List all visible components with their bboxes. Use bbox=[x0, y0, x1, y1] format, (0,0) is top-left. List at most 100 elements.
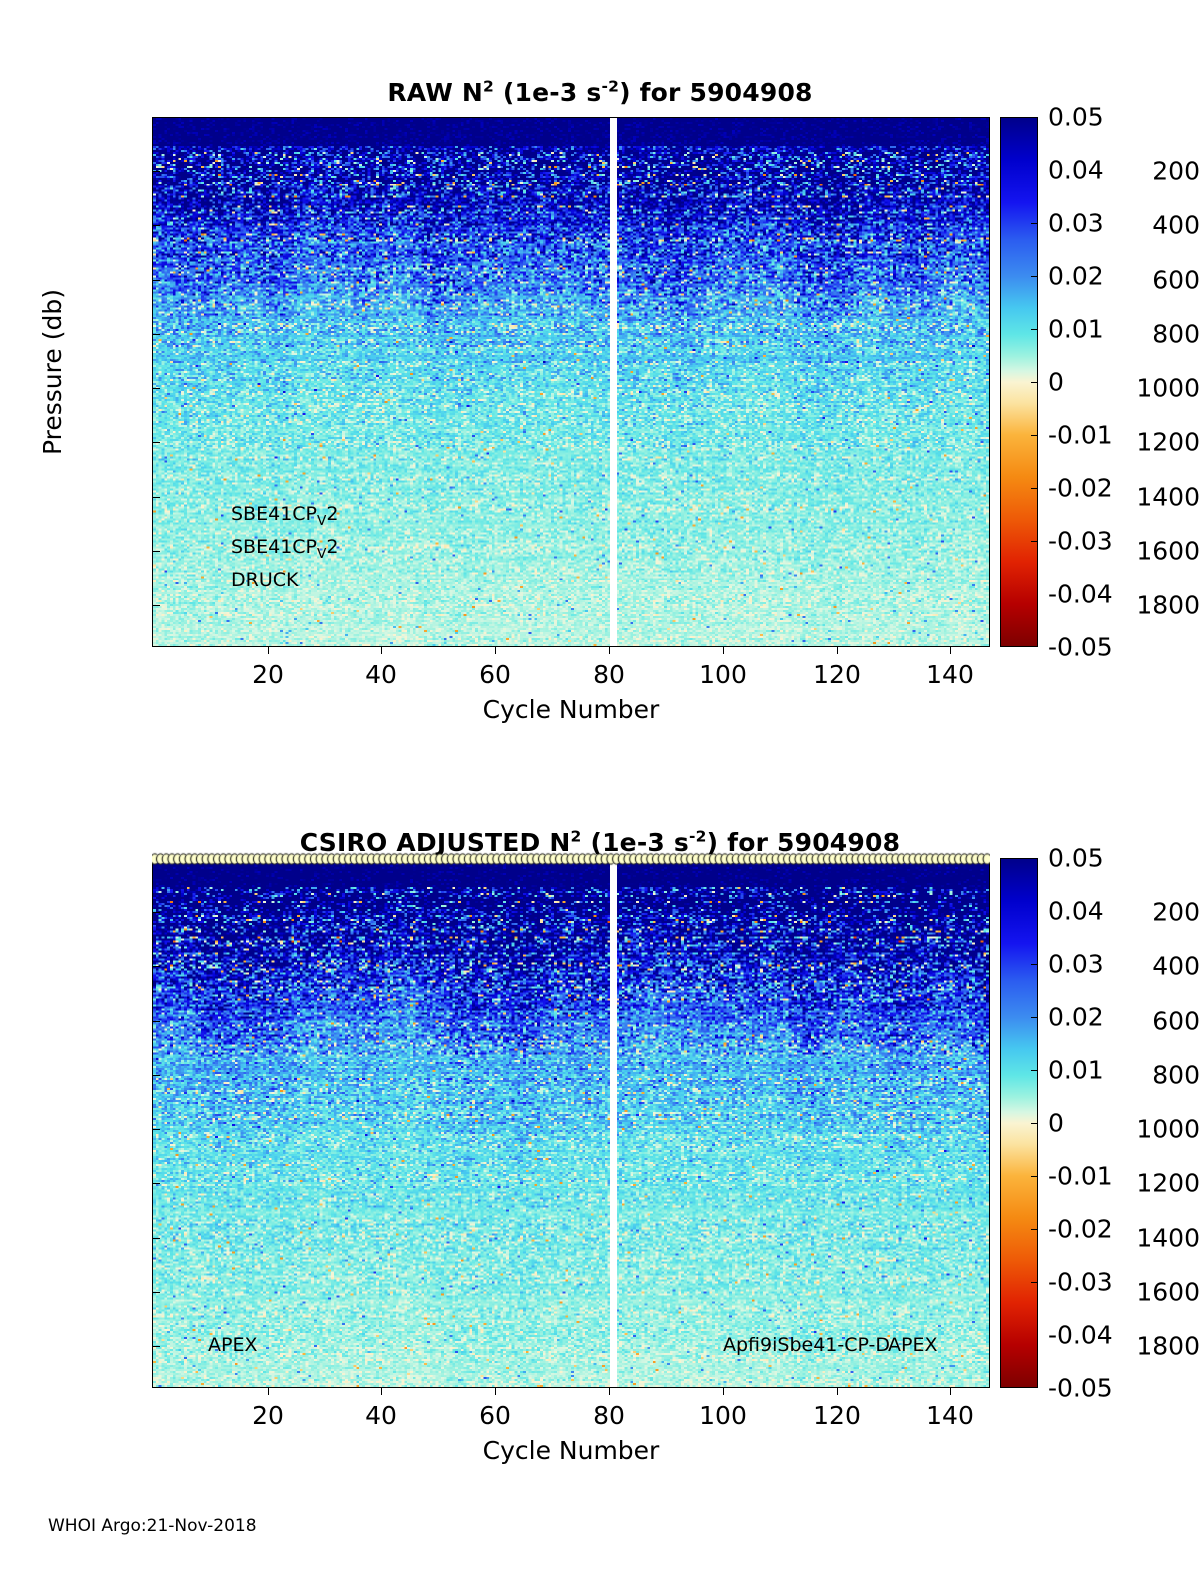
annotation-platform-left-text: APEX bbox=[208, 1334, 258, 1356]
annotation-sensor-1: SBE41CPV2 bbox=[231, 503, 338, 528]
ytick-label: 200 bbox=[1152, 897, 1200, 927]
xtick-mark bbox=[837, 647, 838, 654]
colorbar-tick-label: 0.03 bbox=[1048, 208, 1104, 238]
xtick-mark bbox=[381, 647, 382, 654]
xtick-label: 60 bbox=[479, 1401, 511, 1430]
ytick-mark bbox=[152, 912, 160, 913]
xtick-mark bbox=[268, 1388, 269, 1395]
ytick-label: 600 bbox=[1152, 1006, 1200, 1036]
colorbar-tick-mark bbox=[1031, 382, 1038, 383]
annotation-sensor-2-post: 2 bbox=[326, 536, 339, 558]
ytick-label: 1800 bbox=[1136, 1331, 1200, 1361]
colorbar-tick-mark bbox=[1031, 1229, 1038, 1230]
xtick-mark bbox=[609, 1388, 610, 1395]
ytick-label: 1000 bbox=[1136, 1114, 1200, 1144]
panel-adjusted: CSIRO ADJUSTED N2 (1e-3 s-2) for 5904908… bbox=[0, 740, 1200, 1530]
colorbar-tick-mark bbox=[1031, 276, 1038, 277]
ytick-mark bbox=[152, 1021, 160, 1022]
colorbar-tick-label: -0.02 bbox=[1048, 1214, 1113, 1244]
title-sup-2: -2 bbox=[601, 77, 620, 96]
colorbar-tick-mark bbox=[1031, 541, 1038, 542]
xtick-mark bbox=[950, 647, 951, 654]
xtick-label: 120 bbox=[813, 660, 861, 689]
colorbar-tick-label: 0.02 bbox=[1048, 261, 1104, 291]
colorbar-tick-label: 0 bbox=[1048, 367, 1064, 397]
colorbar-tick-label: 0.01 bbox=[1048, 314, 1104, 344]
annotation-sensor-2-sub: V bbox=[317, 545, 327, 562]
heatmap-adjusted bbox=[153, 859, 989, 1387]
xtick-label: 20 bbox=[252, 660, 284, 689]
missing-cycle-gap bbox=[610, 118, 617, 646]
panel-raw-plot-area: SBE41CPV2 SBE41CPV2 DRUCK bbox=[152, 117, 990, 647]
colorbar-tick-label: 0.05 bbox=[1048, 843, 1104, 873]
heatmap-raw bbox=[153, 118, 989, 646]
panel-raw: RAW N2 (1e-3 s-2) for 5904908 Pressure (… bbox=[0, 0, 1200, 760]
colorbar-tick-mark bbox=[1031, 1282, 1038, 1283]
xtick-label: 40 bbox=[365, 1401, 397, 1430]
ytick-mark bbox=[152, 1346, 160, 1347]
colorbar-tick-mark bbox=[1031, 1070, 1038, 1071]
xtick-label: 100 bbox=[699, 660, 747, 689]
ytick-mark bbox=[152, 388, 160, 389]
ytick-mark bbox=[152, 1183, 160, 1184]
colorbar-tick-label: -0.04 bbox=[1048, 1320, 1113, 1350]
colorbar-tick-mark bbox=[1031, 1017, 1038, 1018]
title-text-pre: RAW N bbox=[387, 78, 484, 107]
xtick-mark bbox=[950, 1388, 951, 1395]
colorbar-tick-label: 0 bbox=[1048, 1108, 1064, 1138]
ytick-mark bbox=[152, 551, 160, 552]
ytick-mark bbox=[152, 1075, 160, 1076]
colorbar-tick-label: -0.05 bbox=[1048, 632, 1113, 662]
colorbar-tick-mark bbox=[1031, 1176, 1038, 1177]
xtick-mark bbox=[837, 1388, 838, 1395]
colorbar-tick-label: -0.04 bbox=[1048, 579, 1113, 609]
xtick-label: 40 bbox=[365, 660, 397, 689]
colorbar-tick-mark bbox=[1031, 964, 1038, 965]
ytick-label: 600 bbox=[1152, 265, 1200, 295]
title-sup-2: -2 bbox=[688, 827, 707, 846]
ytick-mark bbox=[152, 442, 160, 443]
ytick-label: 800 bbox=[1152, 1060, 1200, 1090]
annotation-sensor-1-text: SBE41CP bbox=[231, 503, 318, 525]
annotation-sensor-2-text: SBE41CP bbox=[231, 536, 318, 558]
missing-cycle-gap bbox=[610, 859, 617, 1387]
xtick-mark bbox=[609, 647, 610, 654]
ytick-mark bbox=[152, 1238, 160, 1239]
colorbar-tick-label: 0.02 bbox=[1048, 1002, 1104, 1032]
xtick-label: 80 bbox=[593, 660, 625, 689]
xtick-label: 140 bbox=[926, 1401, 974, 1430]
annotation-sensor-2: SBE41CPV2 bbox=[231, 536, 339, 561]
figure-footer: WHOI Argo:21-Nov-2018 bbox=[48, 1516, 257, 1536]
colorbar-tick-label: -0.05 bbox=[1048, 1373, 1113, 1403]
panel-raw-xlabel: Cycle Number bbox=[482, 695, 660, 724]
ytick-label: 1200 bbox=[1136, 1168, 1200, 1198]
colorbar-tick-mark bbox=[1031, 435, 1038, 436]
ytick-label: 1200 bbox=[1136, 427, 1200, 457]
annotation-sensor-model-text: Apfi9iSbe41-CP-D bbox=[723, 1334, 891, 1356]
ytick-label: 1400 bbox=[1136, 482, 1200, 512]
title-sup-1: 2 bbox=[483, 77, 495, 96]
ytick-label: 1800 bbox=[1136, 590, 1200, 620]
xtick-label: 80 bbox=[593, 1401, 625, 1430]
ytick-mark bbox=[152, 497, 160, 498]
title-text-post: ) for 5904908 bbox=[619, 78, 813, 107]
xtick-mark bbox=[723, 1388, 724, 1395]
annotation-platform-right: APEX bbox=[888, 1334, 937, 1356]
title-text-mid: (1e-3 s bbox=[494, 78, 602, 107]
xtick-mark bbox=[723, 647, 724, 654]
ytick-mark bbox=[152, 280, 160, 281]
xtick-label: 20 bbox=[252, 1401, 284, 1430]
colorbar-tick-mark bbox=[1031, 223, 1038, 224]
xtick-mark bbox=[495, 647, 496, 654]
ytick-mark bbox=[152, 966, 160, 967]
colorbar-tick-label: 0.03 bbox=[1048, 949, 1104, 979]
panel-adjusted-plot-area: APEX Apfi9iSbe41-CP-D APEX bbox=[152, 858, 990, 1388]
annotation-platform-right-text: APEX bbox=[888, 1334, 938, 1356]
xtick-label: 100 bbox=[699, 1401, 747, 1430]
colorbar-tick-label: 0.01 bbox=[1048, 1055, 1104, 1085]
ytick-mark bbox=[152, 334, 160, 335]
xtick-label: 120 bbox=[813, 1401, 861, 1430]
xtick-label: 140 bbox=[926, 660, 974, 689]
colorbar-tick-label: 0.04 bbox=[1048, 155, 1104, 185]
annotation-sensor-3-text: DRUCK bbox=[231, 569, 299, 591]
